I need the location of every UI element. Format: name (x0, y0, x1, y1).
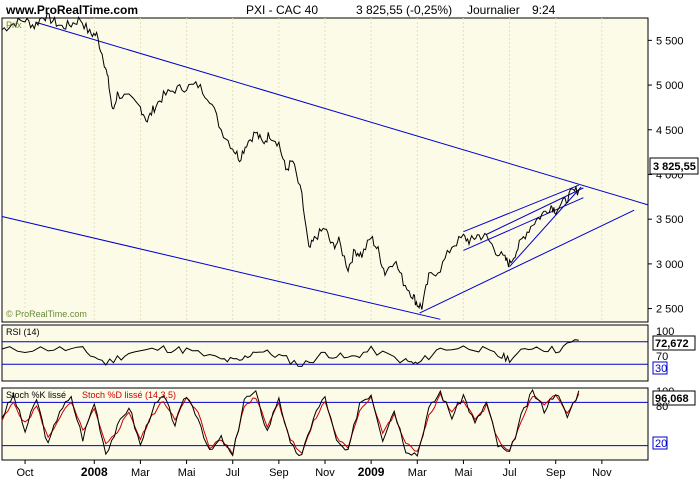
rsi-last-value: 72,672 (655, 338, 689, 350)
stoch-last-value-box (652, 390, 696, 406)
rsi-level-30-box (652, 361, 668, 375)
trend-line (419, 209, 635, 314)
x-tick-label: Mar (408, 467, 427, 479)
rsi-last-value-marker: 72,672 (652, 335, 696, 351)
rsi-panel: RSI (14) 100 72,672 70 30 (1, 324, 696, 382)
trend-line (36, 21, 649, 206)
price-y-tick-label: 5 500 (656, 35, 684, 47)
price-last-value-box (649, 157, 699, 175)
price-trendlines (1, 21, 649, 320)
price-gridlines (24, 18, 603, 322)
watermark: © ProRealTime.com (6, 309, 87, 319)
trend-line (509, 186, 582, 267)
rsi-gridlines (2, 341, 648, 365)
x-tick-label: Sep (546, 467, 566, 479)
x-tick-label: Jul (226, 467, 240, 479)
rsi-panel-bg (1, 324, 649, 382)
trend-line (1, 216, 441, 320)
x-tick-label: Oct (17, 467, 34, 479)
rsi-legend: RSI (14) (6, 327, 40, 337)
stoch-k-series-line (1, 388, 580, 458)
price-y-tick-label: 3 000 (656, 259, 684, 271)
price-legend: Prix (6, 20, 22, 30)
stoch-level-20-marker: 20 (652, 436, 668, 450)
site-url[interactable]: www.ProRealTime.com (5, 3, 138, 17)
x-tick-label: 2008 (81, 465, 108, 479)
x-tick-label: 2009 (358, 465, 385, 479)
price-last-value-marker: 3 825,55 (649, 157, 699, 175)
last-quote: 3 825,55 (-0,25%) (356, 3, 452, 17)
rsi-level-30: 30 (655, 363, 667, 375)
period-label: Journalier (467, 3, 520, 17)
stoch-k-legend: Stoch %K lissé (6, 390, 66, 400)
x-tick-label: Nov (592, 467, 612, 479)
stoch-d-legend: Stoch %D lissé (14,3,5) (82, 390, 176, 400)
x-tick-label: Mai (178, 467, 196, 479)
x-tick-label: Sep (269, 467, 289, 479)
price-y-tick-label: 5 000 (656, 80, 684, 92)
trend-line (463, 184, 579, 233)
stoch-panel: Stoch %K lissé Stoch %D lissé (14,3,5) 1… (1, 386, 696, 461)
stoch-level-20: 20 (655, 438, 667, 450)
stoch-level-20-box (652, 436, 668, 450)
price-y-tick-label: 3 500 (656, 214, 684, 226)
rsi-level-70: 70 (656, 351, 668, 363)
stoch-last-value-marker: 96,068 (652, 390, 696, 406)
price-last-value: 3 825,55 (653, 161, 696, 173)
rsi-last-value-box (652, 335, 696, 351)
x-tick-label: Mar (131, 467, 150, 479)
x-tick-label: Jul (503, 467, 517, 479)
trend-line (486, 187, 584, 235)
x-axis: Oct 2008 Mar Mai Jul Sep Nov 2009 Mar Mai Jul Sep No… (17, 460, 612, 479)
price-series-line (1, 12, 580, 310)
price-y-tick-label: 2 500 (656, 304, 684, 316)
rsi-tick-100: 100 (656, 326, 674, 338)
time-label: 9:24 (532, 3, 556, 17)
stoch-level-80: 80 (656, 401, 668, 413)
rsi-level-30-marker: 30 (652, 361, 668, 375)
rsi-series-line (1, 339, 579, 367)
chart-title: PXI - CAC 40 (246, 3, 318, 17)
x-tick-label: Mai (455, 467, 473, 479)
x-tick-label: Nov (315, 467, 335, 479)
stoch-last-value: 96,068 (655, 393, 689, 405)
price-y-tick-label: 4 500 (656, 125, 684, 137)
